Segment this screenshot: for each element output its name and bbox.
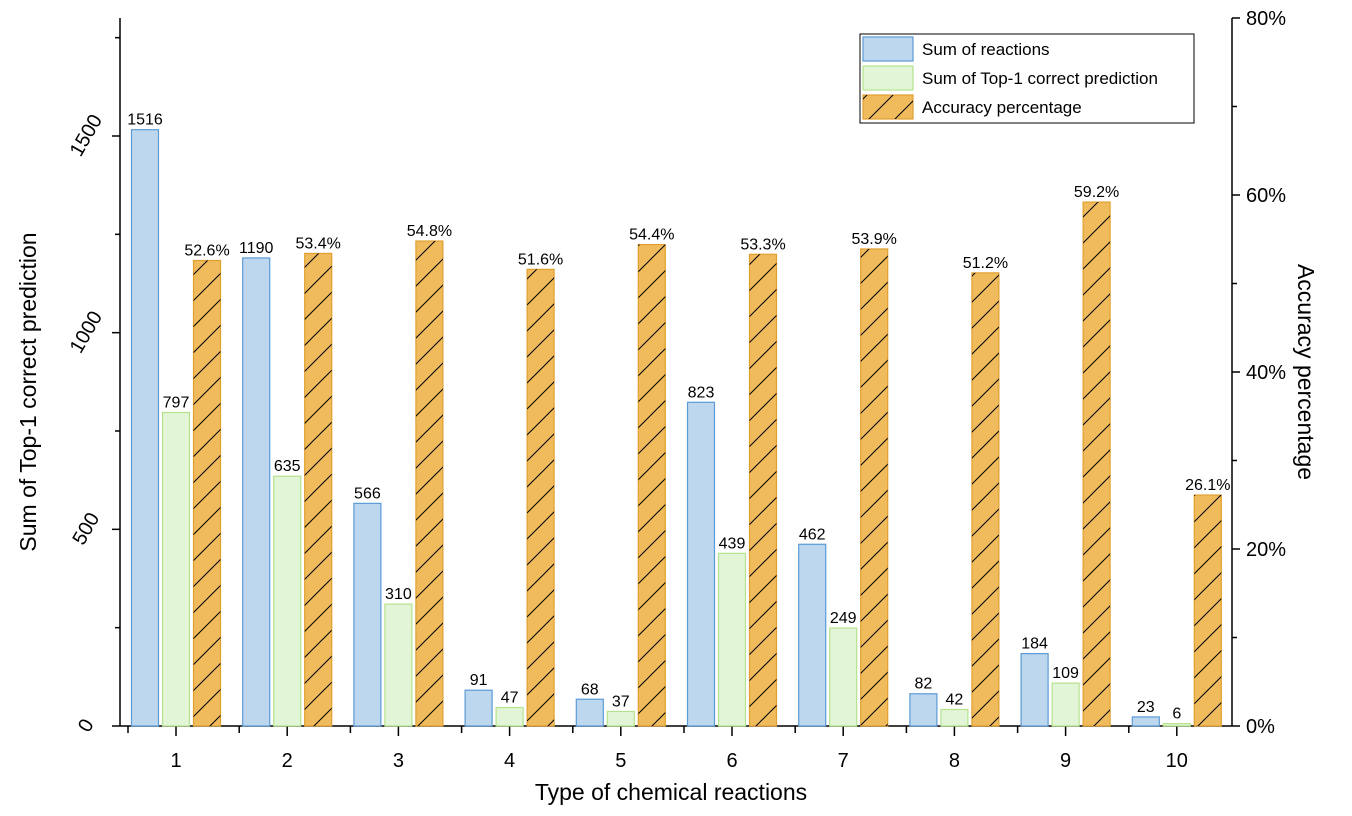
data-label: 462 xyxy=(799,526,826,543)
legend-label: Sum of reactions xyxy=(922,40,1050,59)
data-label: 54.8% xyxy=(407,223,452,240)
bar-series-2-cat-1 xyxy=(161,411,191,727)
x-tick-label: 7 xyxy=(838,750,849,772)
data-label: 42 xyxy=(946,691,964,708)
y2-tick-label: 40% xyxy=(1246,362,1286,384)
bar-hatch xyxy=(527,269,555,726)
data-label: 310 xyxy=(385,586,412,603)
bar-hatch xyxy=(415,241,443,726)
bar-hatch xyxy=(1194,495,1222,726)
data-label: 635 xyxy=(274,458,301,475)
x-tick-label: 3 xyxy=(393,750,404,772)
y2-axis-title: Accuracy percentage xyxy=(1293,264,1319,480)
data-label: 51.2% xyxy=(963,255,1008,272)
x-tick-label: 9 xyxy=(1060,750,1071,772)
bar-series-2-cat-2 xyxy=(273,475,302,727)
legend-label: Accuracy percentage xyxy=(922,98,1082,117)
y2-tick-label: 0% xyxy=(1246,716,1275,738)
y2-tick-label: 20% xyxy=(1246,539,1286,561)
data-label: 109 xyxy=(1052,665,1079,682)
bar-hatch xyxy=(971,272,999,726)
bar-series-1-cat-1 xyxy=(130,129,160,727)
data-label: 68 xyxy=(581,681,599,698)
data-label: 797 xyxy=(163,395,190,412)
y-tick-label: 500 xyxy=(69,509,105,549)
legend: Sum of reactions Sum of Top-1 correct pre… xyxy=(859,33,1195,124)
data-label: 1190 xyxy=(239,240,274,257)
y2-tick-label: 60% xyxy=(1246,185,1286,207)
y-axis-title: Sum of Top-1 correct prediction xyxy=(15,232,41,551)
x-tick-label: 8 xyxy=(949,750,960,772)
bar-series-2-cat-4 xyxy=(495,706,524,727)
x-tick-label: 10 xyxy=(1166,750,1188,772)
legend-swatch xyxy=(862,65,914,91)
bar-series-1-cat-3 xyxy=(353,502,382,727)
data-label: 53.9% xyxy=(852,231,897,248)
y-tick-label: 1000 xyxy=(66,308,107,358)
x-tick-label: 4 xyxy=(504,750,515,772)
bar-series-2-cat-3 xyxy=(384,603,413,727)
data-label: 184 xyxy=(1021,636,1048,653)
bar-series-2-cat-9 xyxy=(1051,682,1080,727)
bar-hatch xyxy=(1083,202,1111,726)
bar-series-2-cat-5 xyxy=(606,710,635,727)
legend-swatch-hatch xyxy=(863,95,913,119)
bar-hatch xyxy=(749,254,777,727)
data-label: 53.3% xyxy=(740,236,785,253)
bar-hatch xyxy=(193,260,221,726)
bar-series-1-cat-9 xyxy=(1020,653,1049,727)
bar-series-1-cat-10 xyxy=(1131,716,1160,727)
data-label: 439 xyxy=(719,535,746,552)
data-label: 6 xyxy=(1172,706,1181,723)
data-label: 566 xyxy=(354,485,381,502)
y-tick-label: 0 xyxy=(74,715,99,736)
data-label: 249 xyxy=(830,610,857,627)
data-label: 1516 xyxy=(127,112,163,129)
data-label: 82 xyxy=(915,676,933,693)
bar-series-1-cat-2 xyxy=(242,257,271,727)
x-tick-label: 2 xyxy=(282,750,293,772)
data-label: 26.1% xyxy=(1185,477,1230,494)
bar-series-1-cat-4 xyxy=(464,689,493,727)
data-label: 37 xyxy=(612,693,630,710)
data-label: 54.4% xyxy=(629,227,674,244)
data-label: 823 xyxy=(688,384,715,401)
x-tick-label: 6 xyxy=(726,750,737,772)
y-tick-label: 1500 xyxy=(66,111,107,161)
bar-series-1-cat-7 xyxy=(798,543,827,727)
bar-series-2-cat-10 xyxy=(1162,723,1191,727)
bar-series-1-cat-6 xyxy=(686,401,716,727)
data-label: 59.2% xyxy=(1074,184,1119,201)
bar-hatch xyxy=(860,248,888,727)
data-label: 23 xyxy=(1137,699,1155,716)
legend-label: Sum of Top-1 correct prediction xyxy=(922,69,1158,88)
bar-series-2-cat-8 xyxy=(940,708,969,727)
data-label: 51.6% xyxy=(518,251,563,268)
bar-hatch xyxy=(638,244,666,726)
data-label: 91 xyxy=(470,672,488,689)
x-axis-title: Type of chemical reactions xyxy=(535,779,807,805)
data-label: 52.6% xyxy=(184,242,229,259)
data-label: 53.4% xyxy=(296,235,341,252)
legend-box xyxy=(859,33,1195,124)
legend-swatch xyxy=(862,36,914,62)
bar-series-1-cat-5 xyxy=(575,698,604,727)
bar-series-1-cat-8 xyxy=(909,693,938,727)
x-tick-label: 5 xyxy=(615,750,626,772)
bar-series-2-cat-7 xyxy=(829,627,858,727)
bar-hatch xyxy=(304,253,332,726)
x-tick-label: 1 xyxy=(170,750,181,772)
data-label: 47 xyxy=(501,690,519,707)
y2-tick-label: 80% xyxy=(1246,8,1286,30)
bar-series-2-cat-6 xyxy=(717,552,747,727)
